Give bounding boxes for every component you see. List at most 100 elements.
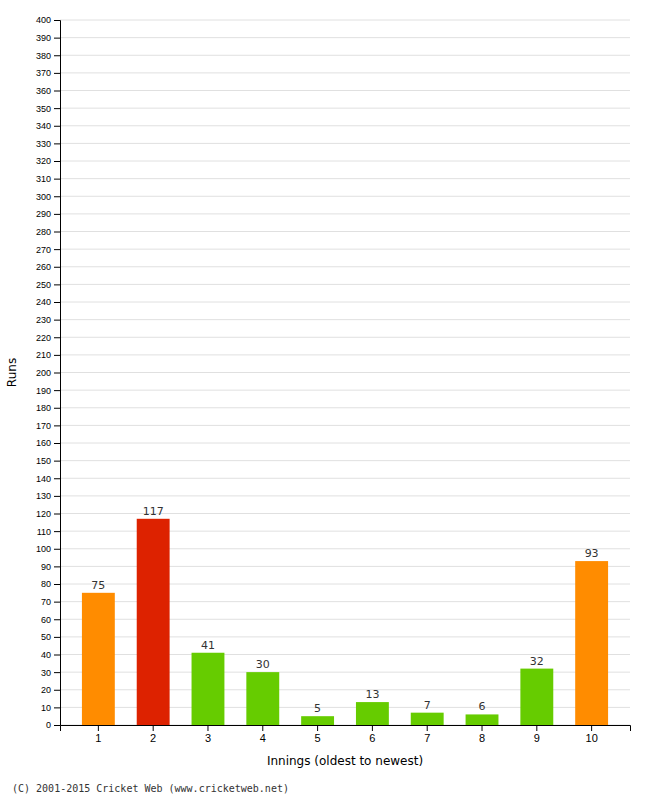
x-tick-mark: [317, 725, 318, 731]
y-tick-mark: [54, 355, 60, 356]
y-tick-mark: [54, 672, 60, 673]
y-tick: 210: [36, 350, 60, 360]
bar: [246, 672, 279, 725]
x-tick-label: 2: [150, 732, 156, 744]
data-label: 6: [479, 700, 486, 713]
y-tick-label: 150: [36, 456, 51, 466]
y-tick: 160: [36, 438, 60, 448]
y-tick-label: 160: [36, 438, 51, 448]
y-tick: 70: [41, 597, 60, 607]
bar: [575, 561, 608, 725]
y-axis: 0102030405060708090100110120130140150160…: [36, 15, 61, 730]
grid-line: [60, 284, 630, 285]
y-tick-label: 10: [41, 703, 51, 713]
grid-line: [60, 90, 630, 91]
y-tick-label: 130: [36, 491, 51, 501]
y-tick-label: 400: [36, 15, 51, 25]
data-label: 93: [585, 547, 599, 560]
grid-line: [60, 478, 630, 479]
y-tick: 120: [36, 509, 60, 519]
x-tick-mark: [98, 725, 99, 731]
y-tick-mark: [54, 302, 60, 303]
y-tick-mark: [54, 337, 60, 338]
y-tick-label: 350: [36, 104, 51, 114]
y-tick: 0: [46, 720, 60, 730]
y-tick-mark: [54, 249, 60, 250]
y-tick: 340: [36, 121, 60, 131]
y-tick: 270: [36, 245, 60, 255]
grid-line: [60, 143, 630, 144]
y-tick-mark: [54, 161, 60, 162]
y-tick-mark: [54, 38, 60, 39]
y-tick-label: 90: [41, 562, 51, 572]
y-tick: 390: [36, 33, 60, 43]
y-tick-mark: [54, 91, 60, 92]
y-tick-mark: [54, 126, 60, 127]
y-tick: 320: [36, 156, 60, 166]
y-tick-mark: [54, 566, 60, 567]
y-tick-mark: [54, 284, 60, 285]
y-tick-label: 40: [41, 650, 51, 660]
x-tick: 2: [150, 725, 156, 744]
grid-line: [60, 55, 630, 56]
y-tick-label: 340: [36, 121, 51, 131]
data-label: 32: [530, 655, 544, 668]
data-label: 41: [201, 639, 215, 652]
x-tick-mark: [372, 725, 373, 731]
y-tick-mark: [54, 549, 60, 550]
y-tick-label: 360: [36, 86, 51, 96]
bar: [301, 716, 334, 725]
grid-line: [60, 108, 630, 109]
y-tick-mark: [54, 108, 60, 109]
y-tick: 220: [36, 333, 60, 343]
y-tick-label: 0: [46, 720, 51, 730]
bar: [411, 713, 444, 725]
y-tick-mark: [54, 320, 60, 321]
y-tick: 200: [36, 368, 60, 378]
x-axis-line: [61, 726, 631, 732]
y-tick: 300: [36, 192, 60, 202]
y-tick: 190: [36, 386, 60, 396]
y-tick: 30: [41, 668, 60, 678]
y-tick: 170: [36, 421, 60, 431]
y-tick-mark: [54, 655, 60, 656]
x-tick-mark: [536, 725, 537, 731]
y-tick: 230: [36, 315, 60, 325]
y-tick-label: 390: [36, 33, 51, 43]
y-tick-mark: [54, 55, 60, 56]
y-tick: 310: [36, 174, 60, 184]
grid-line: [60, 372, 630, 373]
y-tick-label: 260: [36, 262, 51, 272]
y-tick-mark: [54, 390, 60, 391]
y-tick-mark: [54, 637, 60, 638]
grid-line: [60, 178, 630, 179]
y-tick-label: 30: [41, 668, 51, 678]
y-tick-label: 20: [41, 685, 51, 695]
y-axis-title: Runs: [5, 358, 19, 387]
y-tick-label: 190: [36, 386, 51, 396]
y-tick: 260: [36, 262, 60, 272]
y-tick-label: 180: [36, 403, 51, 413]
bar: [137, 519, 170, 725]
grid: [60, 20, 630, 725]
plot: 7511741305137632931234567891001020304050…: [36, 15, 631, 743]
grid-line: [60, 249, 630, 250]
grid-line: [60, 37, 630, 38]
y-tick-mark: [54, 73, 60, 74]
x-tick: 8: [479, 725, 485, 744]
y-tick: 330: [36, 139, 60, 149]
x-tick-label: 7: [424, 732, 430, 744]
bar: [520, 669, 553, 725]
y-tick-label: 290: [36, 209, 51, 219]
y-tick-label: 110: [37, 527, 51, 537]
y-tick-mark: [54, 267, 60, 268]
y-tick: 370: [36, 68, 60, 78]
y-tick-label: 70: [41, 597, 51, 607]
y-tick: 100: [36, 544, 60, 554]
y-tick-mark: [54, 425, 60, 426]
data-label: 5: [314, 702, 321, 715]
y-tick-mark: [54, 602, 60, 603]
footer: (C) 2001-2015 Cricket Web (www.cricketwe…: [12, 783, 289, 794]
bar: [356, 702, 389, 725]
y-tick-mark: [54, 690, 60, 691]
